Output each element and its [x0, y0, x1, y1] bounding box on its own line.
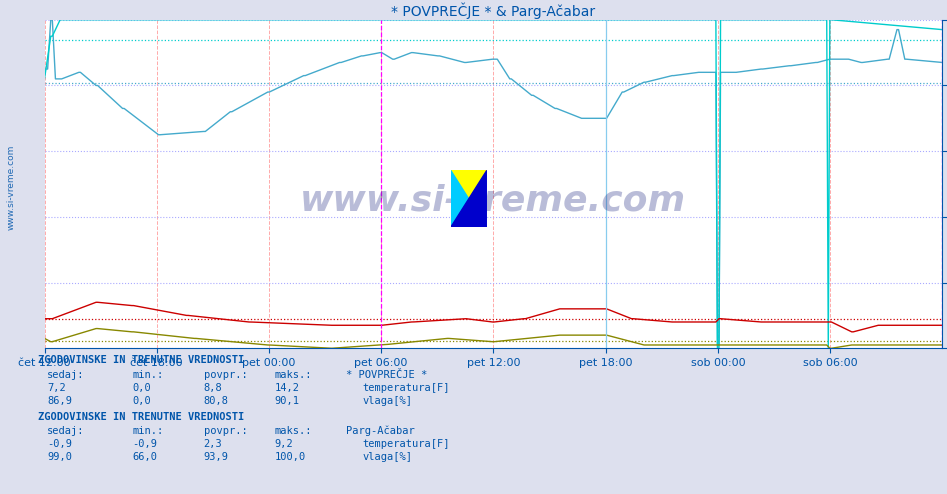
- Text: * POVPREČJE *: * POVPREČJE *: [346, 370, 427, 380]
- Text: min.:: min.:: [133, 426, 164, 436]
- Text: 80,8: 80,8: [204, 396, 228, 406]
- Text: 86,9: 86,9: [47, 396, 72, 406]
- Text: 7,2: 7,2: [47, 383, 66, 393]
- Text: 93,9: 93,9: [204, 453, 228, 462]
- Text: 90,1: 90,1: [275, 396, 299, 406]
- Text: 0,0: 0,0: [133, 383, 152, 393]
- Text: 0,0: 0,0: [133, 396, 152, 406]
- Text: temperatura[F]: temperatura[F]: [363, 383, 450, 393]
- Text: min.:: min.:: [133, 370, 164, 380]
- Text: -0,9: -0,9: [133, 439, 157, 449]
- Text: Parg-Ačabar: Parg-Ačabar: [346, 425, 415, 436]
- Text: povpr.:: povpr.:: [204, 370, 247, 380]
- Text: sedaj:: sedaj:: [47, 370, 85, 380]
- Polygon shape: [451, 170, 487, 227]
- Text: ZGODOVINSKE IN TRENUTNE VREDNOSTI: ZGODOVINSKE IN TRENUTNE VREDNOSTI: [38, 355, 244, 365]
- Text: www.si-vreme.com: www.si-vreme.com: [300, 183, 687, 217]
- Text: 99,0: 99,0: [47, 453, 72, 462]
- Polygon shape: [451, 170, 487, 227]
- Text: sedaj:: sedaj:: [47, 426, 85, 436]
- Text: maks.:: maks.:: [275, 370, 313, 380]
- Text: 14,2: 14,2: [275, 383, 299, 393]
- Text: www.si-vreme.com: www.si-vreme.com: [7, 145, 16, 230]
- Text: ZGODOVINSKE IN TRENUTNE VREDNOSTI: ZGODOVINSKE IN TRENUTNE VREDNOSTI: [38, 412, 244, 422]
- Text: povpr.:: povpr.:: [204, 426, 247, 436]
- Text: 9,2: 9,2: [275, 439, 294, 449]
- Text: -0,9: -0,9: [47, 439, 72, 449]
- Text: 100,0: 100,0: [275, 453, 306, 462]
- Text: maks.:: maks.:: [275, 426, 313, 436]
- Text: 8,8: 8,8: [204, 383, 223, 393]
- Text: 2,3: 2,3: [204, 439, 223, 449]
- Polygon shape: [451, 170, 487, 227]
- Title: * POVPREČJE * & Parg-Ačabar: * POVPREČJE * & Parg-Ačabar: [391, 2, 596, 19]
- Text: vlaga[%]: vlaga[%]: [363, 453, 413, 462]
- Text: 66,0: 66,0: [133, 453, 157, 462]
- Text: vlaga[%]: vlaga[%]: [363, 396, 413, 406]
- Text: temperatura[F]: temperatura[F]: [363, 439, 450, 449]
